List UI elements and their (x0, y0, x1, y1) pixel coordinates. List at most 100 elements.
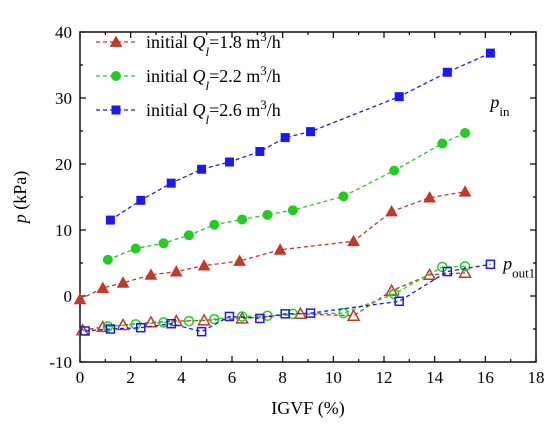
legend-text-part: initial (146, 100, 193, 120)
legend-marker (111, 105, 121, 115)
legend-text-part: Q (193, 66, 206, 86)
legend-item-2: initial Ql=2.2 m3/h (96, 63, 281, 93)
legend-text-part: l (206, 78, 210, 93)
data-point (485, 48, 495, 58)
legend-text-part: /h (267, 100, 281, 120)
data-point (183, 230, 194, 241)
legend-text-part: 3 (260, 63, 267, 78)
legend-text-part: =2.6 m (209, 100, 260, 120)
data-point (389, 165, 400, 176)
data-point (96, 319, 110, 333)
data-point (197, 164, 207, 174)
y-tick-label: 40 (55, 23, 72, 42)
data-point (116, 276, 130, 288)
data-point (136, 322, 146, 333)
data-point (197, 259, 211, 271)
series-line (85, 263, 491, 333)
legend-label: initial Ql=2.2 m3/h (146, 63, 281, 93)
legend-text-part: =2.2 m (209, 66, 260, 86)
data-point (280, 309, 290, 319)
data-point (305, 308, 316, 318)
y-axis-title-unit: (kPa) (10, 171, 31, 210)
x-tick-label: 8 (278, 368, 287, 387)
data-point (136, 195, 146, 205)
data-point (196, 326, 207, 337)
data-point (338, 191, 349, 202)
x-tick-label: 4 (177, 368, 186, 387)
data-point (116, 317, 130, 331)
series-inlet-square (105, 48, 495, 225)
data-point (422, 267, 437, 281)
annotation-in: pin (488, 92, 510, 119)
data-point (394, 296, 404, 307)
legend-label: initial Ql=1.8 m3/h (146, 29, 281, 59)
legend-text-part: initial (146, 32, 193, 52)
series-outlet-circle (102, 261, 471, 332)
data-point (280, 133, 290, 143)
data-point (183, 315, 195, 327)
legend-text-part: =1.8 m (209, 32, 260, 52)
data-point (224, 157, 234, 167)
legend-text-part: 3 (260, 29, 267, 44)
data-point (460, 127, 471, 138)
data-point (102, 254, 113, 265)
y-tick-label: 0 (64, 287, 73, 306)
x-tick-label: 2 (126, 368, 135, 387)
y-axis-title-symbol: p (10, 210, 30, 226)
data-point (237, 214, 248, 225)
data-point (80, 326, 90, 336)
annotation-out1: pout1 (501, 254, 535, 281)
legend-text-part: l (206, 112, 210, 127)
legend-marker (109, 35, 123, 47)
data-point (233, 254, 246, 266)
data-point (442, 67, 452, 77)
annotation-subscript: out1 (512, 265, 535, 280)
data-point (158, 238, 169, 249)
series-layer (73, 48, 496, 337)
legend-text-part: Q (193, 32, 206, 52)
x-tick-label: 0 (76, 368, 85, 387)
x-axis-title: IGVF (%) (271, 398, 345, 419)
series-outlet-square (80, 259, 496, 337)
legend-text-part: l (206, 44, 210, 59)
data-point (346, 308, 361, 321)
data-point (338, 307, 349, 319)
y-axis-title: p (kPa) (10, 171, 31, 226)
data-point (102, 321, 114, 332)
legend-text-part: /h (267, 66, 281, 86)
annotation-subscript: in (499, 103, 510, 118)
annotation-symbol: p (501, 254, 512, 274)
data-point (96, 281, 110, 293)
data-point (130, 243, 141, 254)
legend-item-3: initial Ql=2.6 m3/h (96, 97, 281, 127)
data-point (306, 127, 316, 137)
data-point (388, 288, 400, 300)
x-tick-label: 6 (228, 368, 237, 387)
data-point (209, 219, 220, 230)
legend-item-1: initial Ql=1.8 m3/h (96, 29, 281, 59)
series-line (107, 132, 466, 261)
data-point (166, 318, 176, 329)
data-point (385, 204, 398, 217)
y-tick-label: 20 (55, 155, 72, 174)
data-point (273, 243, 287, 255)
data-point (235, 311, 249, 324)
legend-text-part: 3 (260, 97, 267, 112)
series-inlet-triangle (73, 185, 472, 305)
data-point (394, 92, 404, 102)
y-tick-label: 30 (55, 89, 72, 108)
data-point (287, 205, 298, 216)
data-point (255, 146, 265, 156)
data-point (458, 185, 472, 197)
data-point (423, 191, 436, 203)
data-point (105, 324, 116, 334)
data-point (144, 268, 158, 280)
data-point (442, 266, 453, 277)
data-point (105, 215, 115, 225)
legend-label: initial Ql=2.6 m3/h (146, 97, 281, 127)
data-point (166, 178, 176, 188)
